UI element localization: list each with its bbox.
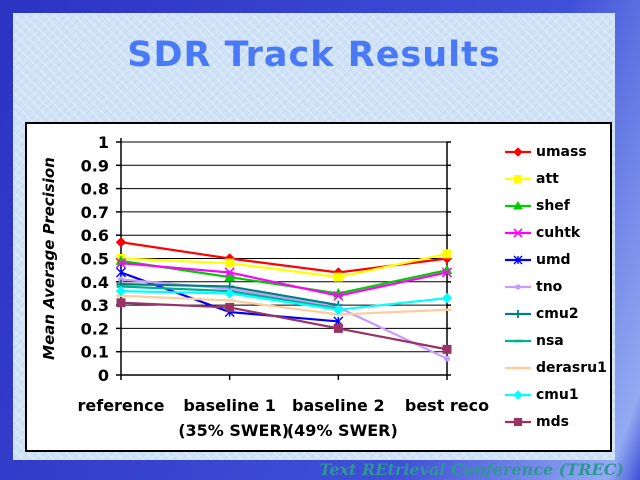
marker-x bbox=[441, 267, 453, 278]
marker-asterisk bbox=[513, 254, 523, 265]
chart-panel: 1 0.9 0.8 0.7 0.6 0.5 0.4 0.3 0.2 0.1 0 reference ba… bbox=[25, 122, 612, 452]
legend-marker-mds bbox=[505, 417, 531, 426]
marker-diamond bbox=[441, 292, 453, 304]
legend-label-derasru1: derasru1 bbox=[536, 359, 607, 376]
y-tick-label: 0.7 bbox=[81, 203, 109, 222]
marker-triangle bbox=[224, 271, 236, 282]
series-line-cmu1 bbox=[120, 290, 448, 311]
series-mds bbox=[116, 298, 452, 354]
marker-circle bbox=[444, 355, 450, 362]
chart-legend: umass att shef cuhtk umd tno cmu2 nsa derasru1 cm… bbox=[505, 138, 611, 435]
marker-circle bbox=[515, 283, 521, 290]
marker-square bbox=[333, 272, 343, 282]
legend-marker-derasru1 bbox=[505, 366, 531, 369]
legend-item-shef: shef bbox=[505, 192, 611, 219]
legend-marker-tno bbox=[505, 283, 531, 290]
marker-square bbox=[442, 344, 452, 354]
legend-label-nsa: nsa bbox=[536, 332, 564, 349]
legend-label-umass: umass bbox=[536, 143, 587, 160]
marker-diamond bbox=[115, 285, 127, 297]
series-line-derasru1 bbox=[120, 294, 448, 316]
legend-item-cmu2: cmu2 bbox=[505, 300, 611, 327]
y-tick-label: 0.9 bbox=[81, 156, 109, 175]
x-tick-label: baseline 2 bbox=[292, 396, 385, 415]
marker-x bbox=[224, 267, 235, 278]
marker-square bbox=[225, 258, 235, 268]
marker-square bbox=[333, 323, 343, 333]
series-line-shef bbox=[120, 259, 448, 295]
x-tick-sublabel: (35% SWER) bbox=[178, 421, 289, 440]
series-line-tno bbox=[120, 278, 448, 360]
marker-asterisk bbox=[116, 267, 126, 278]
marker-diamond bbox=[513, 389, 523, 400]
legend-item-cuhtk: cuhtk bbox=[505, 219, 611, 246]
legend-marker-shef bbox=[505, 200, 531, 210]
x-tick-label: best reco bbox=[405, 396, 489, 415]
legend-label-mds: mds bbox=[536, 413, 569, 430]
legend-item-mds: mds bbox=[505, 408, 611, 435]
legend-label-tno: tno bbox=[536, 278, 563, 295]
marker-diamond bbox=[513, 146, 523, 157]
legend-marker-cuhtk bbox=[505, 227, 531, 238]
legend-marker-att bbox=[505, 174, 531, 183]
legend-item-cmu1: cmu1 bbox=[505, 381, 611, 408]
marker-diamond bbox=[224, 288, 235, 299]
slide-footer: Text REtrieval Conference (TREC) bbox=[319, 460, 624, 479]
series-cuhtk bbox=[115, 258, 453, 301]
legend-marker-nsa bbox=[505, 339, 531, 342]
legend-item-umd: umd bbox=[505, 246, 611, 273]
marker-triangle bbox=[513, 200, 523, 210]
y-tick-label: 0.8 bbox=[81, 180, 109, 199]
marker-x bbox=[513, 227, 523, 238]
marker-square bbox=[513, 174, 523, 183]
series-line-att bbox=[120, 252, 448, 279]
x-tick-sublabel: (49% SWER) bbox=[287, 421, 398, 440]
legend-label-cmu1: cmu1 bbox=[536, 386, 579, 403]
marker-square bbox=[442, 249, 452, 259]
legend-marker-cmu1 bbox=[505, 389, 531, 400]
series-cmu1 bbox=[115, 285, 453, 315]
legend-item-tno: tno bbox=[505, 273, 611, 300]
marker-plus bbox=[513, 309, 523, 318]
series-shef bbox=[115, 255, 453, 298]
marker-x bbox=[115, 258, 127, 269]
legend-item-att: att bbox=[505, 165, 611, 192]
legend-label-umd: umd bbox=[536, 251, 571, 268]
marker-square bbox=[225, 302, 235, 312]
legend-label-att: att bbox=[536, 170, 559, 187]
legend-label-shef: shef bbox=[536, 197, 570, 214]
marker-square bbox=[513, 417, 523, 426]
slide-content: SDR Track Results 1 0.9 0.8 0.7 0.6 0.5 0.4 0.3… bbox=[13, 13, 615, 460]
marker-diamond bbox=[333, 304, 344, 315]
x-tick-label: reference bbox=[77, 396, 164, 415]
slide-title: SDR Track Results bbox=[127, 35, 501, 75]
y-tick-label: 0.6 bbox=[81, 226, 109, 245]
series-line-mds bbox=[120, 301, 448, 351]
y-axis-title: Mean Average Precision bbox=[40, 157, 58, 360]
legend-item-derasru1: derasru1 bbox=[505, 354, 611, 381]
marker-x bbox=[333, 290, 344, 301]
legend-marker-cmu2 bbox=[505, 309, 531, 318]
y-tick-label: 1 bbox=[98, 133, 109, 152]
y-tick-label: 0.5 bbox=[81, 250, 109, 269]
y-tick-label: 0.4 bbox=[81, 273, 109, 292]
legend-item-umass: umass bbox=[505, 138, 611, 165]
legend-item-nsa: nsa bbox=[505, 327, 611, 354]
legend-label-cmu2: cmu2 bbox=[536, 305, 579, 322]
y-tick-label: 0.3 bbox=[81, 296, 109, 315]
x-tick-label: baseline 1 bbox=[183, 396, 276, 415]
marker-diamond bbox=[115, 236, 127, 248]
series-line-cuhtk bbox=[120, 262, 448, 297]
y-tick-label: 0.2 bbox=[81, 319, 109, 338]
legend-marker-umd bbox=[505, 254, 531, 265]
legend-marker-umass bbox=[505, 146, 531, 157]
y-tick-label: 0 bbox=[98, 366, 109, 385]
line-chart: 1 0.9 0.8 0.7 0.6 0.5 0.4 0.3 0.2 0.1 0 reference ba… bbox=[40, 133, 489, 440]
y-tick-label: 0.1 bbox=[81, 343, 109, 362]
marker-square bbox=[116, 298, 126, 308]
legend-label-cuhtk: cuhtk bbox=[536, 224, 581, 241]
